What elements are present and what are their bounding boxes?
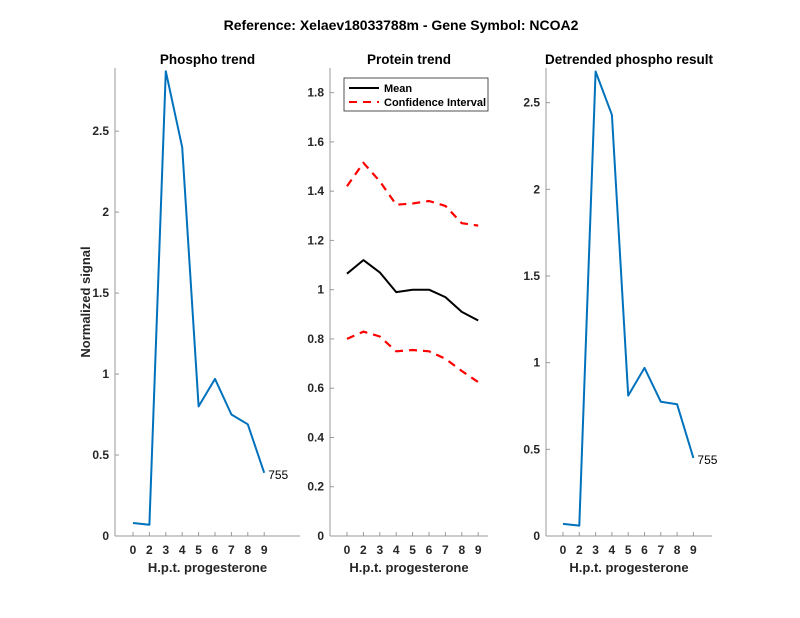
x-tick-label: 5 xyxy=(625,543,632,557)
y-tick-label: 1 xyxy=(102,367,109,381)
x-tick-label: 3 xyxy=(376,543,383,557)
x-tick-label: 0 xyxy=(130,543,137,557)
figure-suptitle: Reference: Xelaev18033788m - Gene Symbol… xyxy=(224,17,579,33)
legend-box xyxy=(343,77,489,112)
y-tick-label: 1.6 xyxy=(307,135,324,149)
x-tick-label: 8 xyxy=(244,543,251,557)
y-tick-label: 1 xyxy=(317,283,324,297)
x-tick-label: 4 xyxy=(179,543,186,557)
x-tick-label: 2 xyxy=(360,543,367,557)
x-tick-label: 4 xyxy=(393,543,400,557)
y-axis-label: Normalized signal xyxy=(78,246,93,357)
x-tick-label: 9 xyxy=(475,543,482,557)
x-tick-label: 3 xyxy=(592,543,599,557)
y-tick-label: 0.6 xyxy=(307,381,324,395)
y-tick-label: 2 xyxy=(102,205,109,219)
x-tick-label: 7 xyxy=(442,543,449,557)
x-axis-label: H.p.t. progesterone xyxy=(569,560,688,575)
point-annotation: 755 xyxy=(268,468,288,482)
x-tick-label: 2 xyxy=(146,543,153,557)
x-tick-label: 3 xyxy=(162,543,169,557)
x-tick-label: 7 xyxy=(228,543,235,557)
x-tick-label: 0 xyxy=(560,543,567,557)
series-line-phospho xyxy=(132,70,266,526)
panel-2: Protein trend 0 0.2 0.4 0.6 0.8 1 1.2 1.4 1.6 1.8 0… xyxy=(307,52,489,575)
y-tick-label: 0 xyxy=(102,529,109,543)
series-line-confidence-interval-lower- xyxy=(346,330,479,384)
y-tick-label: 1.2 xyxy=(307,233,324,247)
y-tick-label: 1.4 xyxy=(307,184,324,198)
x-tick-label: 9 xyxy=(261,543,268,557)
y-tick-label: 1.8 xyxy=(307,86,324,100)
y-tick-label: 0 xyxy=(317,529,324,543)
series-line-detrended xyxy=(562,70,695,527)
y-tick-label: 2.5 xyxy=(523,96,540,110)
panel-title: Phospho trend xyxy=(160,52,255,67)
x-tick-label: 6 xyxy=(641,543,648,557)
y-tick-label: 1.5 xyxy=(92,286,109,300)
panel-title: Protein trend xyxy=(367,52,451,67)
y-tick-label: 2 xyxy=(533,182,540,196)
x-tick-label: 7 xyxy=(657,543,664,557)
x-tick-label: 6 xyxy=(212,543,219,557)
x-tick-label: 2 xyxy=(576,543,583,557)
x-tick-label: 8 xyxy=(458,543,465,557)
y-tick-label: 2.5 xyxy=(92,124,109,138)
series-line-mean xyxy=(346,259,479,322)
point-annotation: 755 xyxy=(697,453,717,467)
y-tick-label: 0.5 xyxy=(92,448,109,462)
x-axis-label: H.p.t. progesterone xyxy=(349,560,468,575)
legend-entry: Confidence Interval xyxy=(384,97,486,109)
y-tick-label: 0.5 xyxy=(523,442,540,456)
y-tick-label: 1.5 xyxy=(523,269,540,283)
x-tick-label: 0 xyxy=(344,543,351,557)
x-axis-label: H.p.t. progesterone xyxy=(148,560,267,575)
x-tick-label: 9 xyxy=(690,543,697,557)
series-line-confidence-interval xyxy=(346,161,479,227)
legend: Mean Confidence Interval xyxy=(343,77,489,112)
x-tick-label: 5 xyxy=(409,543,416,557)
y-tick-label: 0.2 xyxy=(307,480,324,494)
x-tick-label: 5 xyxy=(195,543,202,557)
y-tick-label: 1 xyxy=(533,356,540,370)
y-tick-label: 0.4 xyxy=(307,430,324,444)
panel-title: Detrended phospho result xyxy=(545,52,714,67)
y-tick-label: 0 xyxy=(533,529,540,543)
x-tick-label: 8 xyxy=(674,543,681,557)
legend-entry: Mean xyxy=(384,83,412,95)
x-tick-label: 4 xyxy=(609,543,616,557)
x-tick-label: 6 xyxy=(426,543,433,557)
y-tick-label: 0.8 xyxy=(307,332,324,346)
